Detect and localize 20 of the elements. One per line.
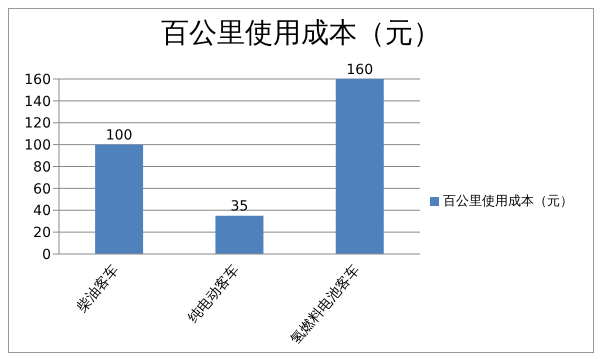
y-tick-label: 60 — [33, 181, 51, 198]
x-tick-label: 纯电动客车 — [185, 262, 243, 326]
y-tick-label: 40 — [33, 203, 51, 220]
bar — [336, 79, 384, 254]
y-tick-label: 100 — [24, 138, 51, 154]
data-label: 160 — [346, 62, 374, 78]
legend-label: 百公里使用成本（元） — [443, 194, 573, 209]
y-tick-label: 0 — [42, 246, 51, 263]
bar — [215, 216, 264, 254]
data-label: 35 — [230, 198, 248, 215]
y-tick-label: 140 — [24, 94, 51, 110]
y-tick-label: 160 — [24, 72, 51, 88]
y-tick-label: 80 — [33, 159, 51, 176]
bar — [95, 144, 144, 254]
x-tick-label: 氢燃料电池客车 — [288, 262, 363, 348]
y-tick-label: 20 — [33, 225, 51, 242]
y-tick-label: 120 — [24, 116, 51, 132]
chart-title: 百公里使用成本（元） — [160, 15, 442, 51]
data-label: 100 — [106, 128, 132, 144]
x-tick-label: 柴油客车 — [74, 262, 122, 316]
